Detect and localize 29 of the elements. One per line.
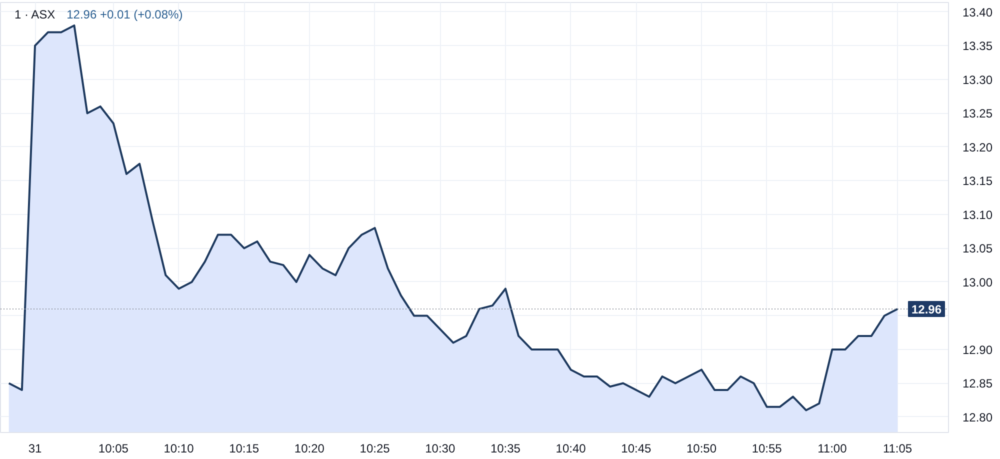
x-tick-label: 10:25 xyxy=(360,442,390,456)
x-tick-label: 11:05 xyxy=(882,442,912,456)
y-tick-label: 13.25 xyxy=(962,106,993,121)
y-tick-label: 13.05 xyxy=(962,242,993,256)
x-tick-label: 11:00 xyxy=(818,442,848,456)
y-tick-label: 13.20 xyxy=(962,140,993,154)
y-tick-label: 13.10 xyxy=(962,208,993,222)
x-tick-label: 10:10 xyxy=(164,442,194,456)
text: 1 · ASX xyxy=(14,8,56,22)
x-tick-label: 10:35 xyxy=(490,442,521,456)
ref-line-label: 12.96 xyxy=(911,302,942,316)
x-tick-label: 10:50 xyxy=(686,442,717,456)
y-tick-label: 13.40 xyxy=(962,5,993,20)
y-tick-label: 12.90 xyxy=(962,342,993,357)
y-tick-label: 13.35 xyxy=(962,39,993,54)
x-tick-label: 10:55 xyxy=(752,442,782,456)
x-tick-label: 10:20 xyxy=(294,442,325,456)
x-tick-label: 10:15 xyxy=(229,442,260,456)
y-tick-label: 13.30 xyxy=(962,72,993,87)
x-tick-label: 10:40 xyxy=(556,442,586,456)
x-tick-label: 10:45 xyxy=(621,442,652,456)
x-tick-label: 10:30 xyxy=(425,442,456,456)
y-tick-label: 12.85 xyxy=(962,376,993,391)
text: 12.96 +0.01 (+0.08%) xyxy=(66,8,183,22)
y-tick-label: 13.15 xyxy=(962,174,993,188)
y-tick-label: 13.00 xyxy=(962,275,993,290)
y-tick-label: 12.80 xyxy=(962,410,993,424)
x-tick-label: 10:05 xyxy=(98,442,129,456)
x-tick-label: 31 xyxy=(28,442,42,456)
